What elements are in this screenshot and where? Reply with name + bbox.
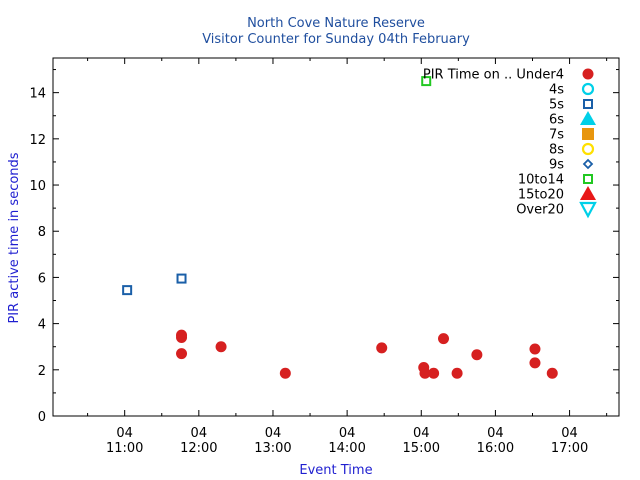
data-point-under4 xyxy=(471,349,483,361)
legend-marker-15to20 xyxy=(580,186,596,200)
y-tick-label: 10 xyxy=(29,179,46,194)
x-tick-time-label: 15:00 xyxy=(403,441,440,456)
legend-label: 5s xyxy=(549,98,564,113)
x-axis: 0411:000412:000413:000414:000415:000416:… xyxy=(87,58,608,456)
x-tick-day-label: 04 xyxy=(339,426,356,441)
y-tick-label: 2 xyxy=(38,364,46,379)
legend-label: 4s xyxy=(549,83,564,98)
legend-label: 15to20 xyxy=(518,188,564,203)
legend-marker-7s xyxy=(582,128,594,140)
x-axis-label: Event Time xyxy=(299,463,372,478)
chart-title: North Cove Nature Reserve xyxy=(247,16,425,31)
legend-label: PIR Time on .. Under4 xyxy=(423,68,564,83)
y-axis-label: PIR active time in seconds xyxy=(7,152,22,323)
data-point-under4 xyxy=(215,341,227,353)
data-point-5s xyxy=(176,273,187,284)
chart-subtitle: Visitor Counter for Sunday 04th February xyxy=(202,32,470,47)
legend-label: 7s xyxy=(549,128,564,143)
x-tick-day-label: 04 xyxy=(487,426,504,441)
data-point-under4 xyxy=(428,367,440,379)
legend-marker-10to14 xyxy=(583,174,593,184)
y-tick-label: 8 xyxy=(38,225,46,240)
x-tick-time-label: 17:00 xyxy=(551,441,588,456)
data-point-under4 xyxy=(546,367,558,379)
y-tick-label: 6 xyxy=(38,271,46,286)
legend-marker-5s xyxy=(583,99,593,109)
data-point-under4 xyxy=(279,367,291,379)
legend-label: 9s xyxy=(549,158,564,173)
y-axis: 0 2 4 6 8 10 12 14 xyxy=(29,69,619,425)
plot-frame xyxy=(52,57,620,417)
x-tick-time-label: 13:00 xyxy=(254,441,291,456)
y-tick-label: 4 xyxy=(38,318,46,333)
data-point-under4 xyxy=(451,367,463,379)
legend-marker-9s xyxy=(582,158,594,170)
x-tick-day-label: 04 xyxy=(265,426,282,441)
data-point-under4 xyxy=(376,342,388,354)
data-point-under4 xyxy=(176,348,188,360)
data-point-under4 xyxy=(176,331,188,343)
legend-marker-6s xyxy=(580,111,596,125)
data-point-under4 xyxy=(529,343,541,355)
x-tick-day-label: 04 xyxy=(561,426,578,441)
legend-label: Over20 xyxy=(516,203,564,218)
data-points xyxy=(122,76,558,379)
x-tick-time-label: 14:00 xyxy=(328,441,365,456)
x-tick-day-label: 04 xyxy=(116,426,133,441)
legend-label: 10to14 xyxy=(518,173,564,188)
x-tick-day-label: 04 xyxy=(191,426,208,441)
legend-marker-8s xyxy=(581,142,595,156)
data-point-5s xyxy=(122,285,133,296)
data-point-10to14 xyxy=(421,76,432,87)
y-tick-label: 0 xyxy=(38,410,46,425)
legend: PIR Time on .. Under44s5s6s7s8s9s10to141… xyxy=(423,68,597,219)
data-point-under4 xyxy=(529,357,541,369)
legend-marker-under4 xyxy=(582,68,594,80)
legend-label: 6s xyxy=(549,113,564,128)
y-tick-label: 12 xyxy=(29,133,46,148)
x-tick-time-label: 12:00 xyxy=(180,441,217,456)
data-point-under4 xyxy=(419,367,431,379)
x-tick-day-label: 04 xyxy=(413,426,430,441)
x-tick-time-label: 11:00 xyxy=(106,441,143,456)
x-tick-time-label: 16:00 xyxy=(477,441,514,456)
data-point-under4 xyxy=(438,333,450,345)
y-tick-label: 14 xyxy=(29,87,46,102)
legend-marker-over20 xyxy=(579,201,597,219)
legend-marker-4s xyxy=(581,82,595,96)
legend-label: 8s xyxy=(549,143,564,158)
